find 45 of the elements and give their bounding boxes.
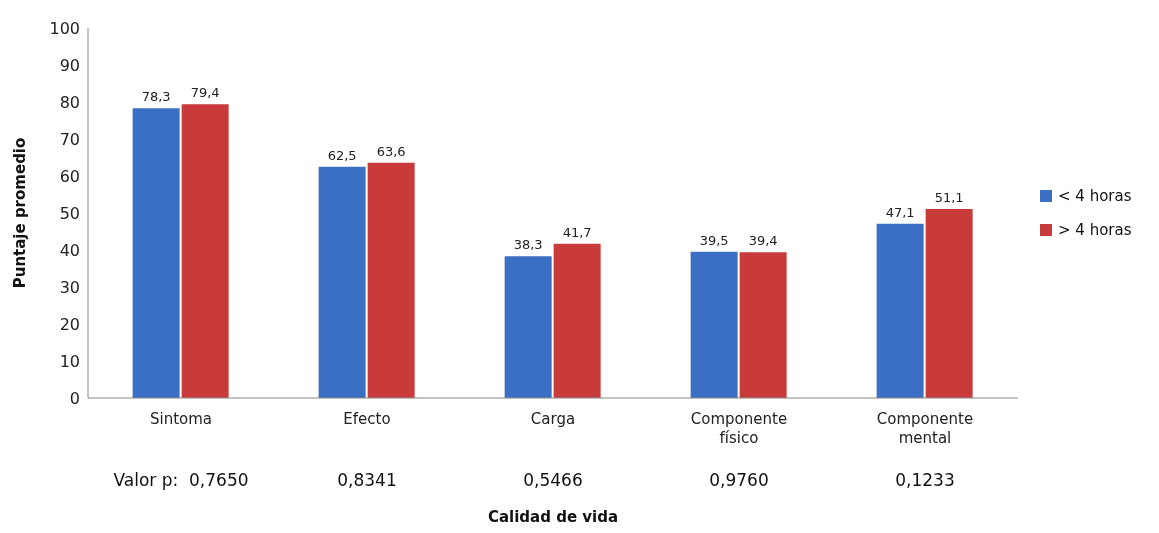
y-tick-label: 20	[59, 314, 80, 334]
legend-label: > 4 horas	[1058, 221, 1132, 239]
y-axis-title: Puntaje promedio	[11, 137, 30, 289]
data-label: 63,6	[376, 143, 406, 159]
y-tick-label: 50	[59, 203, 80, 223]
data-label: 62,5	[327, 147, 357, 163]
y-tick-label: 10	[59, 351, 80, 371]
bar	[876, 223, 924, 398]
y-tick-label: 70	[59, 129, 80, 149]
legend-label: < 4 horas	[1058, 187, 1132, 205]
data-label: 38,3	[513, 237, 543, 253]
y-tick-label: 100	[49, 18, 80, 38]
text: Valor p: 0,7650	[112, 470, 250, 490]
bar	[553, 243, 601, 398]
x-tick-label: Carga	[530, 410, 576, 428]
bar	[690, 251, 738, 398]
x-tick-label: Componente mental	[876, 410, 974, 447]
x-tick-label: Componente físico	[690, 410, 788, 447]
data-label: 51,1	[934, 189, 964, 205]
y-tick-label: 30	[59, 277, 80, 297]
x-axis-title: Calidad de vida	[486, 508, 620, 526]
bar	[181, 104, 229, 398]
text: 0,9760	[708, 470, 770, 490]
text: 0,5466	[522, 470, 584, 490]
bar	[318, 166, 366, 398]
data-label: 78,3	[141, 89, 171, 105]
data-label: 47,1	[885, 204, 915, 220]
data-label: 39,4	[748, 233, 778, 249]
data-label: 41,7	[562, 224, 592, 240]
bar	[504, 256, 552, 398]
x-tick-label: Efecto	[343, 410, 391, 428]
bar	[739, 252, 787, 398]
y-tick-label: 40	[59, 240, 80, 260]
bar	[925, 208, 973, 398]
bar	[367, 162, 415, 398]
text: 0,8341	[336, 470, 398, 490]
data-label: 39,5	[699, 232, 729, 248]
y-tick-label: 90	[59, 55, 80, 75]
data-label: 79,4	[190, 85, 220, 101]
y-tick-label: 0	[69, 388, 80, 408]
bar	[132, 108, 180, 398]
text: 0,1233	[894, 470, 956, 490]
x-tick-label: Sintoma	[149, 410, 213, 428]
y-tick-label: 80	[59, 92, 80, 112]
y-tick-label: 60	[59, 166, 80, 186]
